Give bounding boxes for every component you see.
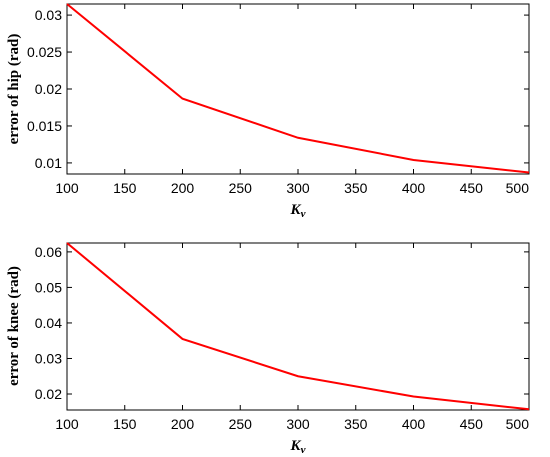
x-tick-label: 350 (344, 416, 368, 432)
y-tick-label: 0.03 (35, 350, 62, 366)
x-tick-label: 500 (506, 416, 530, 432)
x-tick-label: 450 (460, 416, 484, 432)
x-tick-label: 300 (286, 416, 310, 432)
plot-frame (66, 242, 530, 411)
x-tick-label: 350 (344, 180, 368, 196)
x-tick-label: 300 (286, 180, 310, 196)
x-tick-label: 100 (55, 180, 79, 196)
y-ticks: 0.01 0.015 0.02 0.025 0.03 (27, 7, 529, 171)
x-tick-label: 150 (113, 416, 137, 432)
x-tick-label: 400 (402, 180, 426, 196)
x-tick-label: 500 (506, 180, 530, 196)
y-axis-label: error of knee (rad) (6, 266, 22, 386)
y-ticks: 0.02 0.03 0.04 0.05 0.06 (35, 244, 529, 402)
x-tick-label: 450 (460, 180, 484, 196)
y-tick-label: 0.06 (35, 244, 62, 260)
hip-error-chart: 0.01 0.015 0.02 0.025 0.03 100 150 200 250 300 35… (6, 3, 530, 220)
y-tick-label: 0.04 (35, 315, 62, 331)
x-tick-label: 250 (229, 180, 253, 196)
x-axis-label: Kv (290, 438, 306, 456)
y-tick-label: 0.02 (35, 386, 62, 402)
x-tick-label: 150 (113, 180, 137, 196)
x-tick-label: 250 (229, 416, 253, 432)
x-tick-label: 200 (171, 416, 195, 432)
x-tick-label: 100 (55, 416, 79, 432)
y-tick-label: 0.02 (35, 81, 62, 97)
x-axis-label: Kv (290, 202, 306, 220)
y-tick-label: 0.015 (27, 118, 62, 134)
plot-frame (66, 3, 530, 175)
y-tick-label: 0.025 (27, 44, 62, 60)
series-line (66, 242, 530, 411)
y-tick-label: 0.03 (35, 7, 62, 23)
x-tick-label: 400 (402, 416, 426, 432)
knee-error-chart: 0.02 0.03 0.04 0.05 0.06 100 150 200 250 300 350 4… (6, 242, 530, 456)
y-tick-label: 0.01 (35, 155, 62, 171)
x-tick-label: 200 (171, 180, 195, 196)
y-tick-label: 0.05 (35, 279, 62, 295)
series-line (66, 3, 530, 174)
x-ticks: 100 150 200 250 300 350 400 450 500 (55, 243, 530, 432)
y-axis-label: error of hip (rad) (6, 34, 22, 145)
x-ticks: 100 150 200 250 300 350 400 450 500 (55, 4, 530, 196)
